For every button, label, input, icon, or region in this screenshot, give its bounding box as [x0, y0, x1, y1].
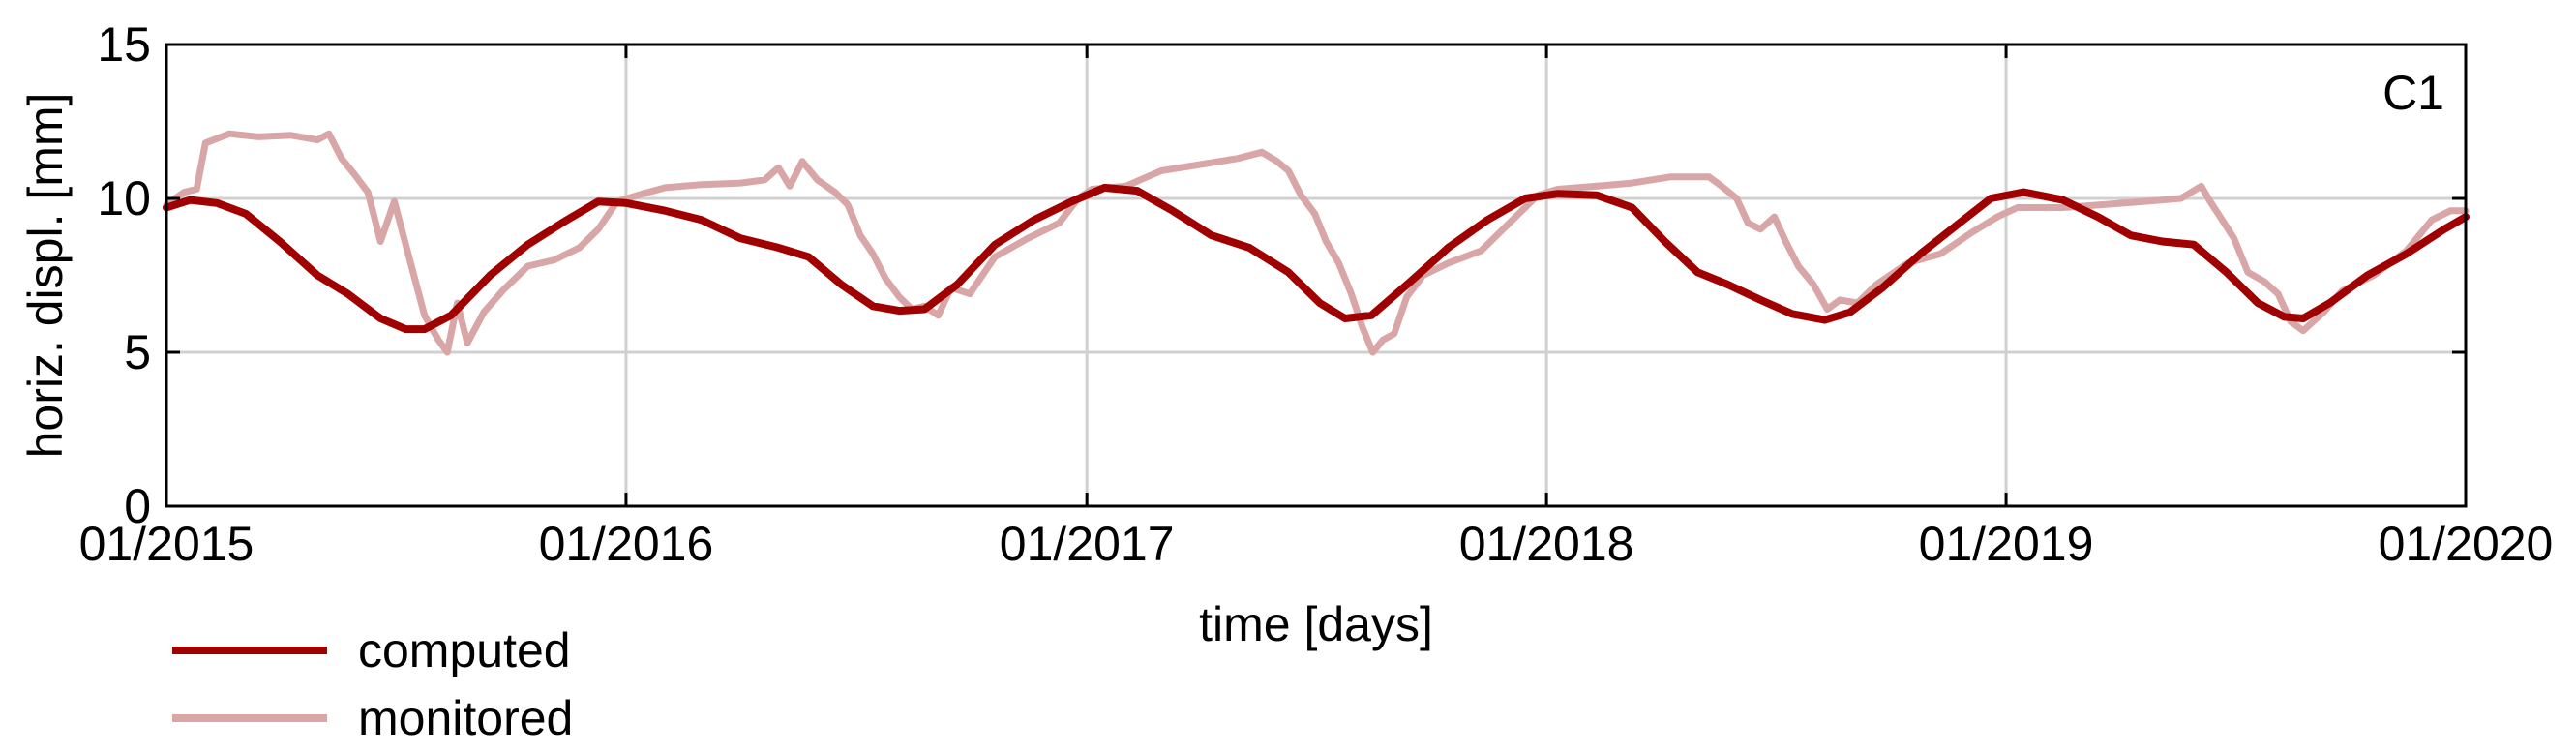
x-tick-label: 01/2020: [2379, 517, 2554, 571]
x-tick-label: 01/2018: [1459, 517, 1634, 571]
y-tick-label: 10: [97, 171, 151, 226]
y-tick-label: 0: [124, 479, 151, 533]
legend: computed monitored: [172, 623, 573, 745]
plot-frame: [165, 43, 2468, 508]
legend-label-computed: computed: [358, 623, 571, 677]
series-layer: [163, 130, 2470, 356]
x-tick-label: 01/2015: [79, 517, 255, 571]
y-axis-title: horiz. displ. [mm]: [18, 93, 73, 459]
series-line-monitored: [163, 130, 2470, 356]
y-tick-label: 15: [97, 17, 151, 72]
x-tick-label: 01/2019: [1919, 517, 2094, 571]
series-line-computed: [163, 183, 2470, 334]
panel-label: C1: [2382, 66, 2444, 120]
x-tick-label: 01/2016: [539, 517, 714, 571]
legend-label-monitored: monitored: [358, 691, 573, 745]
x-tick-label: 01/2017: [1000, 517, 1175, 571]
grid-lines: [166, 45, 2466, 506]
tick-labels: 01/2015 01/2016 01/2017 01/2018 01/2019 01/20…: [79, 17, 2554, 571]
axis-ticks: [165, 43, 2468, 508]
y-tick-label: 5: [124, 325, 151, 379]
x-axis-title: time [days]: [1199, 597, 1433, 651]
